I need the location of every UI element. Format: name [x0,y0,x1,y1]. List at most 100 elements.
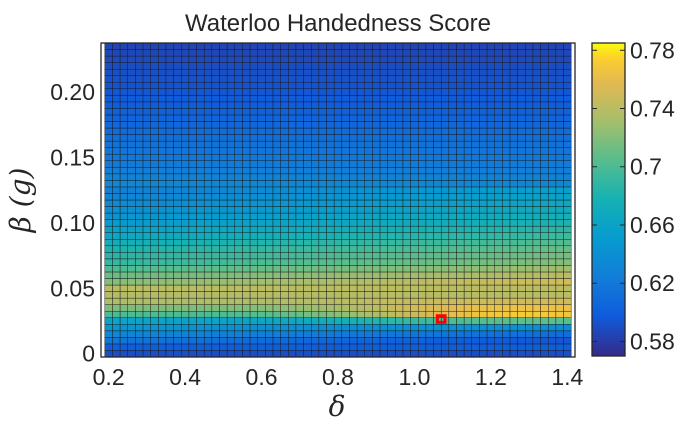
heatmap-cell [356,95,365,103]
heatmap-cell [311,350,320,358]
heatmap-cell [364,193,373,201]
heatmap-cell [196,88,205,96]
heatmap-cell [440,343,450,351]
heatmap-cell [379,193,388,201]
heatmap-cell [548,219,557,227]
heatmap-cell [303,304,312,312]
heatmap-cell [555,160,564,168]
heatmap-cell [494,82,503,90]
heatmap-cell [402,88,411,96]
heatmap-cell [104,153,113,161]
heatmap-cell [525,271,534,279]
heatmap-cell [112,62,121,70]
heatmap-cell [486,317,495,325]
heatmap-cell [333,180,343,188]
heatmap-cell [456,317,465,325]
heatmap-cell [196,75,205,83]
heatmap-cell [548,88,557,96]
colorbar-tick-label: 0.74 [630,96,675,122]
heatmap-cell [104,304,113,312]
heatmap-cell [402,167,411,175]
heatmap-cell [249,265,258,273]
heatmap-cell [272,265,281,273]
heatmap-cell [402,232,411,240]
heatmap-cell [280,186,289,194]
heatmap-cell [372,127,381,135]
heatmap-cell [165,291,174,299]
heatmap-cell [280,160,289,168]
heatmap-cell [288,212,297,220]
heatmap-cell [280,88,289,96]
heatmap-cell [395,239,404,247]
heatmap-cell [486,278,495,286]
heatmap-cell [295,68,304,76]
heatmap-cell [525,225,534,233]
heatmap-cell [379,225,388,233]
heatmap-cell [418,271,427,279]
heatmap-cell [249,42,258,50]
heatmap-cell [326,219,335,227]
heatmap-cell [402,212,411,220]
heatmap-cell [318,343,327,351]
heatmap-cell [540,284,549,292]
heatmap-cell [173,330,182,338]
colorbar [591,42,626,357]
heatmap-cell [150,225,159,233]
heatmap-cell [349,206,358,214]
heatmap-cell [280,193,289,201]
heatmap-cell [555,284,564,292]
heatmap-cell [234,186,243,194]
heatmap-cell [226,245,236,253]
heatmap-cell [402,317,411,325]
heatmap-cell [119,245,128,253]
heatmap-cell [479,62,488,70]
x-axis-label: δ [329,390,346,423]
heatmap-cell [555,153,564,161]
heatmap-cell [479,167,488,175]
heatmap-cell [295,153,304,161]
heatmap-cell [104,140,113,148]
heatmap-cell [448,278,457,286]
heatmap-cell [219,239,228,247]
heatmap-cell [448,199,457,207]
heatmap-cell [333,284,343,292]
heatmap-cell [219,245,228,253]
heatmap-cell [226,153,236,161]
heatmap-cell [555,225,564,233]
heatmap-cell [242,153,251,161]
heatmap-cell [548,258,557,266]
heatmap-cell [196,219,205,227]
heatmap-cell [280,343,289,351]
heatmap-cell [211,317,220,325]
heatmap-cell [356,62,365,70]
heatmap-cell [112,160,121,168]
heatmap-cell [188,232,197,240]
heatmap-cell [142,206,151,214]
heatmap-cell [349,49,358,57]
heatmap-cell [410,252,419,260]
heatmap-cell [494,297,503,305]
heatmap-cell [517,173,526,181]
heatmap-cell [112,88,121,96]
heatmap-cell [173,88,182,96]
heatmap-cell [211,153,220,161]
heatmap-cell [517,297,526,305]
heatmap-cell [257,284,266,292]
heatmap-cell [372,121,381,129]
y-tick-label: 0 [82,341,95,367]
heatmap-cell [486,193,495,201]
heatmap-cell [440,42,450,50]
heatmap-cell [326,75,335,83]
heatmap-cell [425,225,434,233]
heatmap-cell [303,134,312,142]
heatmap-cell [548,265,557,273]
heatmap-cell [142,75,151,83]
heatmap-cell [165,49,174,57]
heatmap-cell [150,95,159,103]
heatmap-cell [402,62,411,70]
heatmap-cell [333,317,343,325]
heatmap-cell [502,147,511,155]
heatmap-cell [295,219,304,227]
heatmap-cell [525,160,534,168]
heatmap-cell [410,167,419,175]
